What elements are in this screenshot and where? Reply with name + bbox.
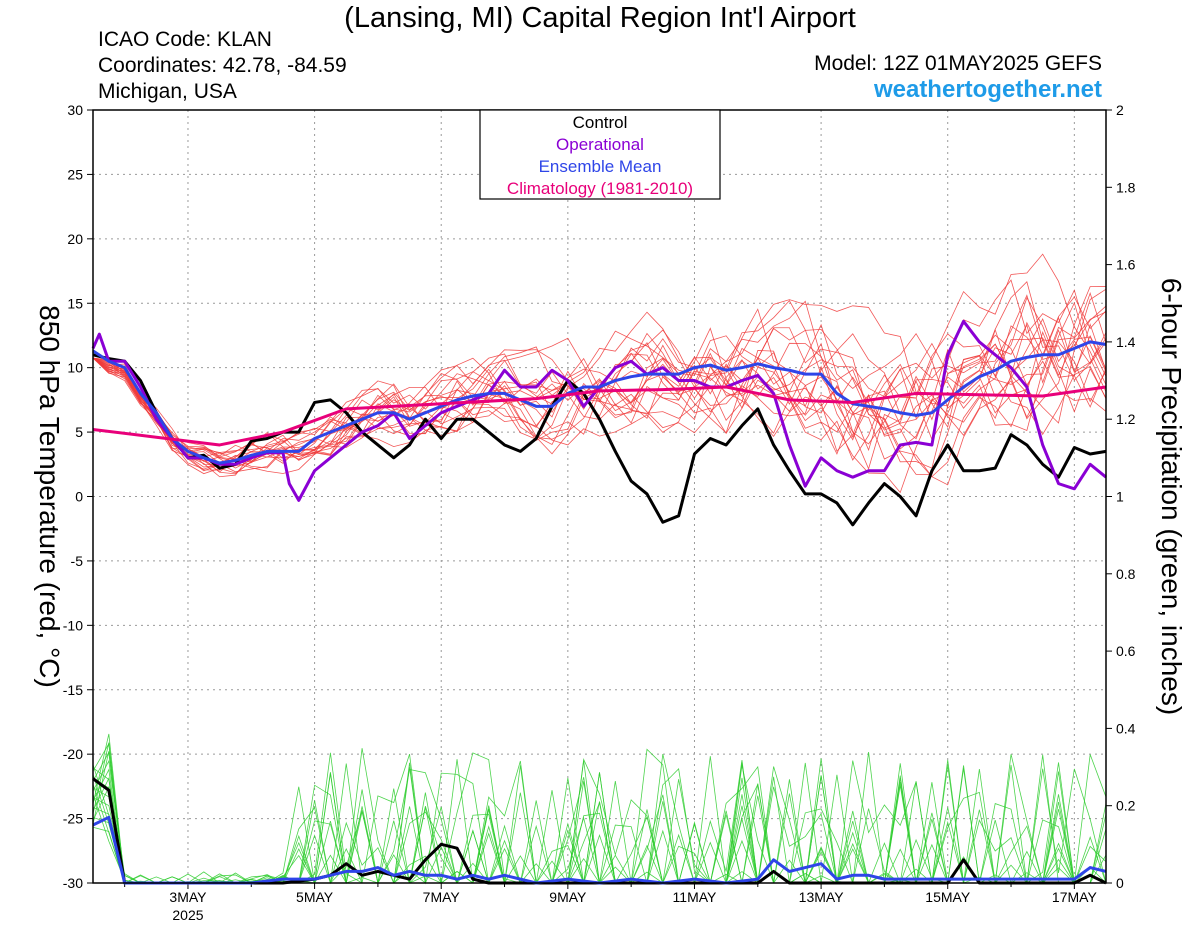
chart-title: (Lansing, MI) Capital Region Int'l Airpo… — [344, 2, 856, 34]
precip-member-line — [92, 765, 1106, 885]
y-tick-label-right: 0.2 — [1116, 798, 1136, 814]
precip-member-line — [92, 751, 1106, 885]
precip-series-ensemble — [92, 815, 1107, 885]
y-tick-label-right: 0.8 — [1116, 566, 1136, 582]
y-tick-label-left: -20 — [63, 746, 83, 762]
temperature-member-line — [92, 281, 1107, 463]
x-tick-label: 3MAY — [169, 889, 207, 905]
legend-entry: Climatology (1981-2010) — [507, 179, 693, 198]
legend-entry: Ensemble Mean — [539, 157, 662, 176]
y-tick-label-right: 1.8 — [1116, 179, 1136, 195]
x-tick-label: 15MAY — [925, 889, 971, 905]
precip-member-line — [92, 759, 1106, 885]
y-tick-label-left: -30 — [63, 875, 83, 891]
temperature-series-climatology — [92, 385, 1107, 447]
y-tick-label-left: -25 — [63, 811, 83, 827]
y-tick-label-left: -15 — [63, 682, 83, 698]
x-tick-label: 11MAY — [673, 889, 717, 905]
precip-member-line — [92, 767, 1107, 885]
temperature-member-line — [92, 294, 1107, 461]
y-tick-label-left: -5 — [71, 553, 84, 569]
region: Michigan, USA — [98, 80, 237, 103]
x-tick-label: 7MAY — [423, 889, 461, 905]
precip-member-line — [92, 762, 1106, 884]
icao-code: ICAO Code: KLAN — [98, 28, 272, 51]
model-run: Model: 12Z 01MAY2025 GEFS — [814, 52, 1102, 75]
legend-box — [479, 109, 721, 200]
y-tick-label-left: 15 — [67, 295, 83, 311]
y-axis-label-right: 6-hour Precipitation (green, inches) — [1156, 278, 1187, 715]
temperature-series-operational — [91, 319, 1107, 502]
y-tick-label-left: 0 — [75, 489, 83, 505]
x-tick-label: 13MAY — [799, 889, 845, 905]
y-tick-label-right: 1 — [1116, 489, 1124, 505]
y-tick-label-right: 0.4 — [1116, 720, 1136, 736]
coordinates: Coordinates: 42.78, -84.59 — [98, 54, 347, 77]
temperature-series-ensemble — [92, 340, 1107, 465]
x-tick-label: 5MAY — [296, 889, 334, 905]
y-tick-label-right: 1.6 — [1116, 257, 1136, 273]
y-tick-label-right: 0.6 — [1116, 643, 1136, 659]
temperature-series-control — [92, 353, 1107, 527]
legend-entry: Operational — [556, 135, 644, 154]
temperature-member-line — [92, 300, 1107, 462]
precip-member-line — [92, 765, 1106, 884]
y-tick-label-right: 1.4 — [1116, 334, 1136, 350]
y-tick-label-left: -10 — [63, 617, 83, 633]
y-tick-label-left: 30 — [67, 102, 83, 118]
y-tick-label-left: 10 — [67, 360, 83, 376]
y-tick-label-right: 1.2 — [1116, 411, 1136, 427]
precip-member-line — [92, 763, 1107, 885]
x-year-label: 2025 — [172, 907, 203, 923]
site-name: weathertogether.net — [873, 76, 1102, 103]
y-tick-label-left: 25 — [67, 166, 83, 182]
y-tick-label-right: 2 — [1116, 102, 1124, 118]
temperature-member-line — [92, 327, 1107, 472]
x-tick-label: 9MAY — [549, 889, 587, 905]
y-tick-label-left: 5 — [75, 424, 83, 440]
y-axis-label-left: 850 hPa Temperature (red, °C) — [34, 305, 65, 688]
x-tick-label: 17MAY — [1052, 889, 1098, 905]
legend-entry: Control — [573, 113, 628, 132]
precip-member-line — [92, 752, 1106, 885]
y-tick-label-right: 0 — [1116, 875, 1124, 891]
precip-member-line — [92, 751, 1106, 884]
y-tick-label-left: 20 — [67, 231, 83, 247]
precip-member-line — [92, 760, 1107, 885]
